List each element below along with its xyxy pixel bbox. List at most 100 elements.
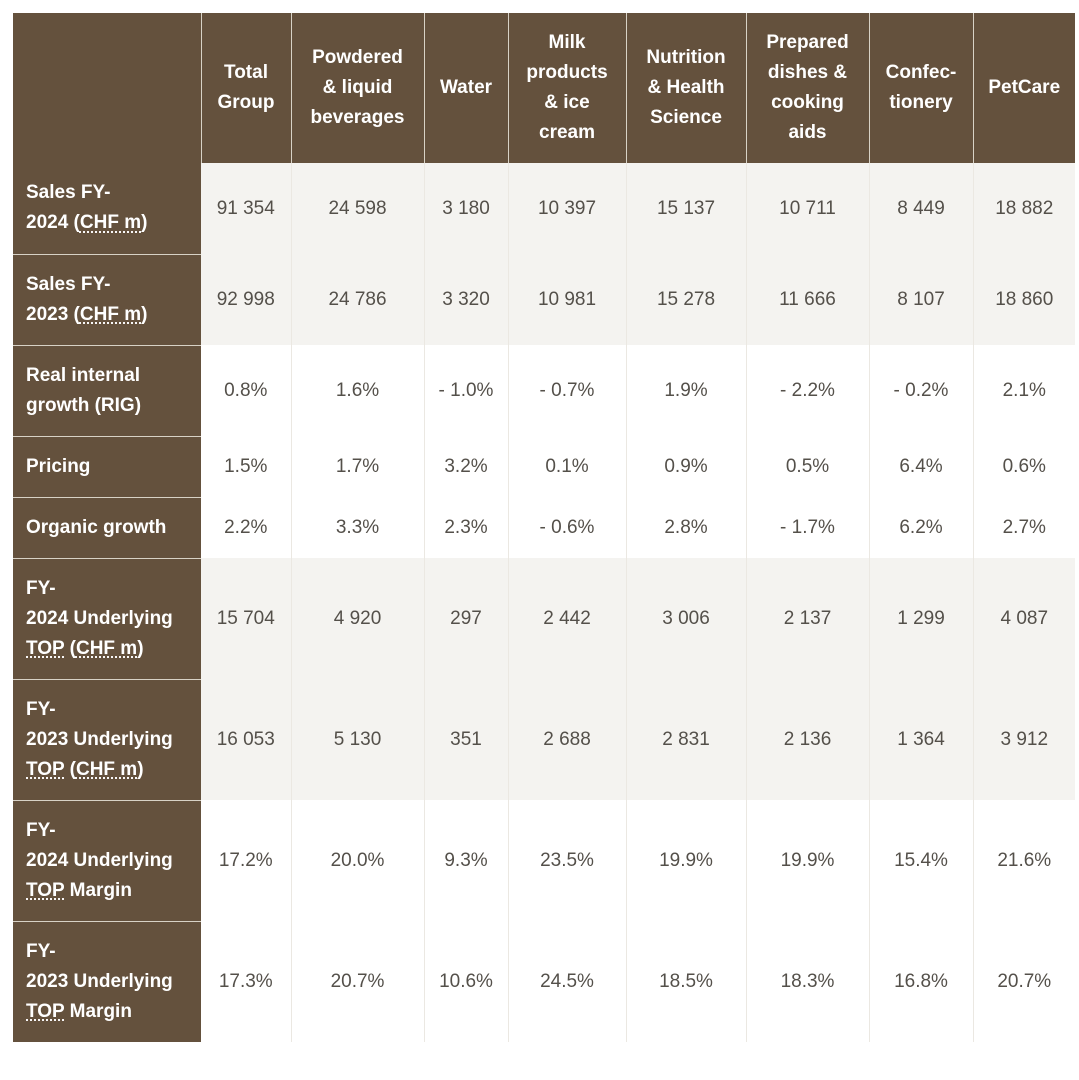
row-label: FY- 2023 Underlying TOP Margin — [13, 921, 201, 1042]
table-row-pricing: Pricing 1.5% 1.7% 3.2% 0.1% 0.9% 0.5% 6.… — [13, 436, 1075, 498]
table-cell: 3 006 — [626, 558, 747, 679]
table-cell: 21.6% — [973, 800, 1075, 921]
table-cell: 3 912 — [973, 679, 1075, 800]
table-cell: 1.5% — [201, 436, 292, 497]
table-cell: 92 998 — [201, 254, 292, 345]
table-cell: 15 704 — [201, 558, 292, 679]
table-cell: 0.9% — [626, 436, 747, 497]
table-cell: 2.7% — [973, 497, 1075, 558]
col-header-milk-products: Milk products & ice cream — [508, 13, 627, 163]
abbr-chf-m: CHF m — [75, 637, 138, 659]
table-cell: - 0.7% — [508, 345, 627, 436]
table-cell: 16.8% — [869, 921, 974, 1042]
table-cell: 2.3% — [424, 497, 509, 558]
table-cell: 10.6% — [424, 921, 509, 1042]
table-row-organic-growth: Organic growth 2.2% 3.3% 2.3% - 0.6% 2.8… — [13, 497, 1075, 559]
table-cell: 2.2% — [201, 497, 292, 558]
table-cell: 24 598 — [291, 163, 425, 254]
table-cell: 19.9% — [746, 800, 870, 921]
table-cell: - 0.2% — [869, 345, 974, 436]
table-cell: 10 981 — [508, 254, 627, 345]
row-label: Pricing — [13, 436, 201, 498]
table-cell: 15.4% — [869, 800, 974, 921]
header-row: Total Group Powdered & liquid beverages … — [13, 13, 1075, 163]
row-label: FY- 2023 Underlying TOP (CHF m) — [13, 679, 201, 801]
table-cell: 297 — [424, 558, 509, 679]
table-cell: 5 130 — [291, 679, 425, 800]
table-row-top-2023: FY- 2023 Underlying TOP (CHF m) 16 053 5 1… — [13, 679, 1075, 801]
table-cell: 0.5% — [746, 436, 870, 497]
table-cell: 23.5% — [508, 800, 627, 921]
table-row-rig: Real internal growth (RIG) 0.8% 1.6% - 1.… — [13, 345, 1075, 437]
row-label: Organic growth — [13, 497, 201, 559]
table-cell: 19.9% — [626, 800, 747, 921]
table-cell: 15 278 — [626, 254, 747, 345]
col-header-water: Water — [424, 13, 509, 163]
table-cell: 2.1% — [973, 345, 1075, 436]
row-label: Sales FY- 2023 (CHF m) — [13, 254, 201, 346]
table-row-sales-2023: Sales FY- 2023 (CHF m) 92 998 24 786 3 32… — [13, 254, 1075, 346]
table-cell: 2 136 — [746, 679, 870, 800]
row-label: FY- 2024 Underlying TOP Margin — [13, 800, 201, 922]
category-results-table: Total Group Powdered & liquid beverages … — [13, 13, 1075, 1042]
table-cell: 20.7% — [973, 921, 1075, 1042]
table-cell: 3.2% — [424, 436, 509, 497]
table-cell: 1 299 — [869, 558, 974, 679]
table-cell: 18 882 — [973, 163, 1075, 254]
abbr-top: TOP — [26, 637, 65, 659]
table-cell: 3 320 — [424, 254, 509, 345]
abbr-chf-m: CHF m — [79, 212, 142, 234]
table-row-sales-2024: Sales FY- 2024 (CHF m) 91 354 24 598 3 18… — [13, 163, 1075, 255]
table-cell: 6.2% — [869, 497, 974, 558]
table-cell: 17.2% — [201, 800, 292, 921]
abbr-top: TOP — [26, 758, 65, 780]
col-header-confectionery: Confec-tionery — [869, 13, 974, 163]
table-cell: 8 107 — [869, 254, 974, 345]
abbr-top: TOP — [26, 1000, 65, 1022]
table-cell: 3.3% — [291, 497, 425, 558]
table-cell: 24.5% — [508, 921, 627, 1042]
table-row-top-margin-2024: FY- 2024 Underlying TOP Margin 17.2% 20.0%… — [13, 800, 1075, 922]
table-cell: 4 920 — [291, 558, 425, 679]
table-cell: 3 180 — [424, 163, 509, 254]
table-cell: 2 831 — [626, 679, 747, 800]
table-cell: - 2.2% — [746, 345, 870, 436]
col-header-nutrition-health: Nutrition & Health Science — [626, 13, 747, 163]
abbr-top: TOP — [26, 879, 65, 901]
table-cell: 4 087 — [973, 558, 1075, 679]
table-cell: 0.6% — [973, 436, 1075, 497]
table-cell: - 1.0% — [424, 345, 509, 436]
table-cell: 9.3% — [424, 800, 509, 921]
abbr-chf-m: CHF m — [75, 758, 138, 780]
table-cell: 91 354 — [201, 163, 292, 254]
table-cell: 24 786 — [291, 254, 425, 345]
table-cell: 8 449 — [869, 163, 974, 254]
table-row-top-2024: FY- 2024 Underlying TOP (CHF m) 15 704 4 9… — [13, 558, 1075, 680]
table-cell: 17.3% — [201, 921, 292, 1042]
table-cell: 20.0% — [291, 800, 425, 921]
table-cell: 11 666 — [746, 254, 870, 345]
table-cell: 0.8% — [201, 345, 292, 436]
col-header-prepared-dishes: Prepared dishes & cooking aids — [746, 13, 870, 163]
table-cell: 16 053 — [201, 679, 292, 800]
table-cell: - 1.7% — [746, 497, 870, 558]
table-cell: 18.3% — [746, 921, 870, 1042]
col-header-petcare: PetCare — [973, 13, 1075, 163]
table-cell: 18.5% — [626, 921, 747, 1042]
row-label: Real internal growth (RIG) — [13, 345, 201, 437]
table-cell: 15 137 — [626, 163, 747, 254]
table-cell: - 0.6% — [508, 497, 627, 558]
table-row-top-margin-2023: FY- 2023 Underlying TOP Margin 17.3% 20.7%… — [13, 921, 1075, 1042]
table-cell: 1.7% — [291, 436, 425, 497]
table-cell: 2 688 — [508, 679, 627, 800]
corner-cell — [13, 13, 202, 163]
table-cell: 1 364 — [869, 679, 974, 800]
results-table-container: Total Group Powdered & liquid beverages … — [13, 13, 1075, 1042]
table-cell: 351 — [424, 679, 509, 800]
table-cell: 0.1% — [508, 436, 627, 497]
row-label: FY- 2024 Underlying TOP (CHF m) — [13, 558, 201, 680]
table-cell: 2.8% — [626, 497, 747, 558]
table-cell: 18 860 — [973, 254, 1075, 345]
table-cell: 1.6% — [291, 345, 425, 436]
table-cell: 20.7% — [291, 921, 425, 1042]
